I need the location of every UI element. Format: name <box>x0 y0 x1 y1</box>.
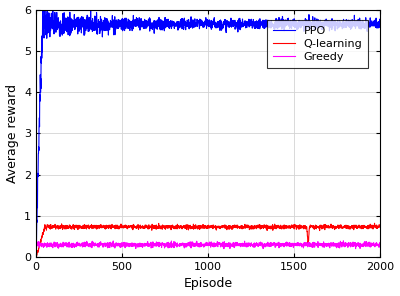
Greedy <box>368 244 373 247</box>
PPO <box>42 8 47 11</box>
PPO <box>202 21 206 25</box>
Q-learning <box>305 230 310 233</box>
PPO <box>52 19 56 22</box>
Greedy <box>52 243 56 246</box>
Q-learning <box>34 255 39 258</box>
PPO <box>368 21 373 25</box>
Greedy <box>378 241 383 244</box>
Greedy <box>368 245 373 249</box>
Greedy <box>34 242 39 246</box>
Y-axis label: Average reward: Average reward <box>6 84 18 183</box>
PPO <box>34 242 39 246</box>
Line: PPO: PPO <box>36 9 380 244</box>
PPO <box>192 17 197 20</box>
Greedy <box>353 247 358 250</box>
PPO <box>368 25 373 28</box>
Greedy <box>201 244 206 247</box>
PPO <box>305 21 310 25</box>
Q-learning <box>201 226 206 230</box>
Greedy <box>192 243 197 247</box>
Q-learning <box>192 225 197 229</box>
Q-learning <box>372 221 377 225</box>
Line: Q-learning: Q-learning <box>36 223 380 257</box>
Q-learning <box>378 224 383 227</box>
Q-learning <box>368 226 373 229</box>
PPO <box>378 23 383 26</box>
Greedy <box>341 239 346 243</box>
Line: Greedy: Greedy <box>36 241 380 249</box>
PPO <box>34 232 39 236</box>
Q-learning <box>52 225 56 229</box>
Q-learning <box>368 222 373 226</box>
Legend: PPO, Q-learning, Greedy: PPO, Q-learning, Greedy <box>267 20 368 68</box>
X-axis label: Episode: Episode <box>184 277 233 290</box>
Greedy <box>305 244 310 247</box>
